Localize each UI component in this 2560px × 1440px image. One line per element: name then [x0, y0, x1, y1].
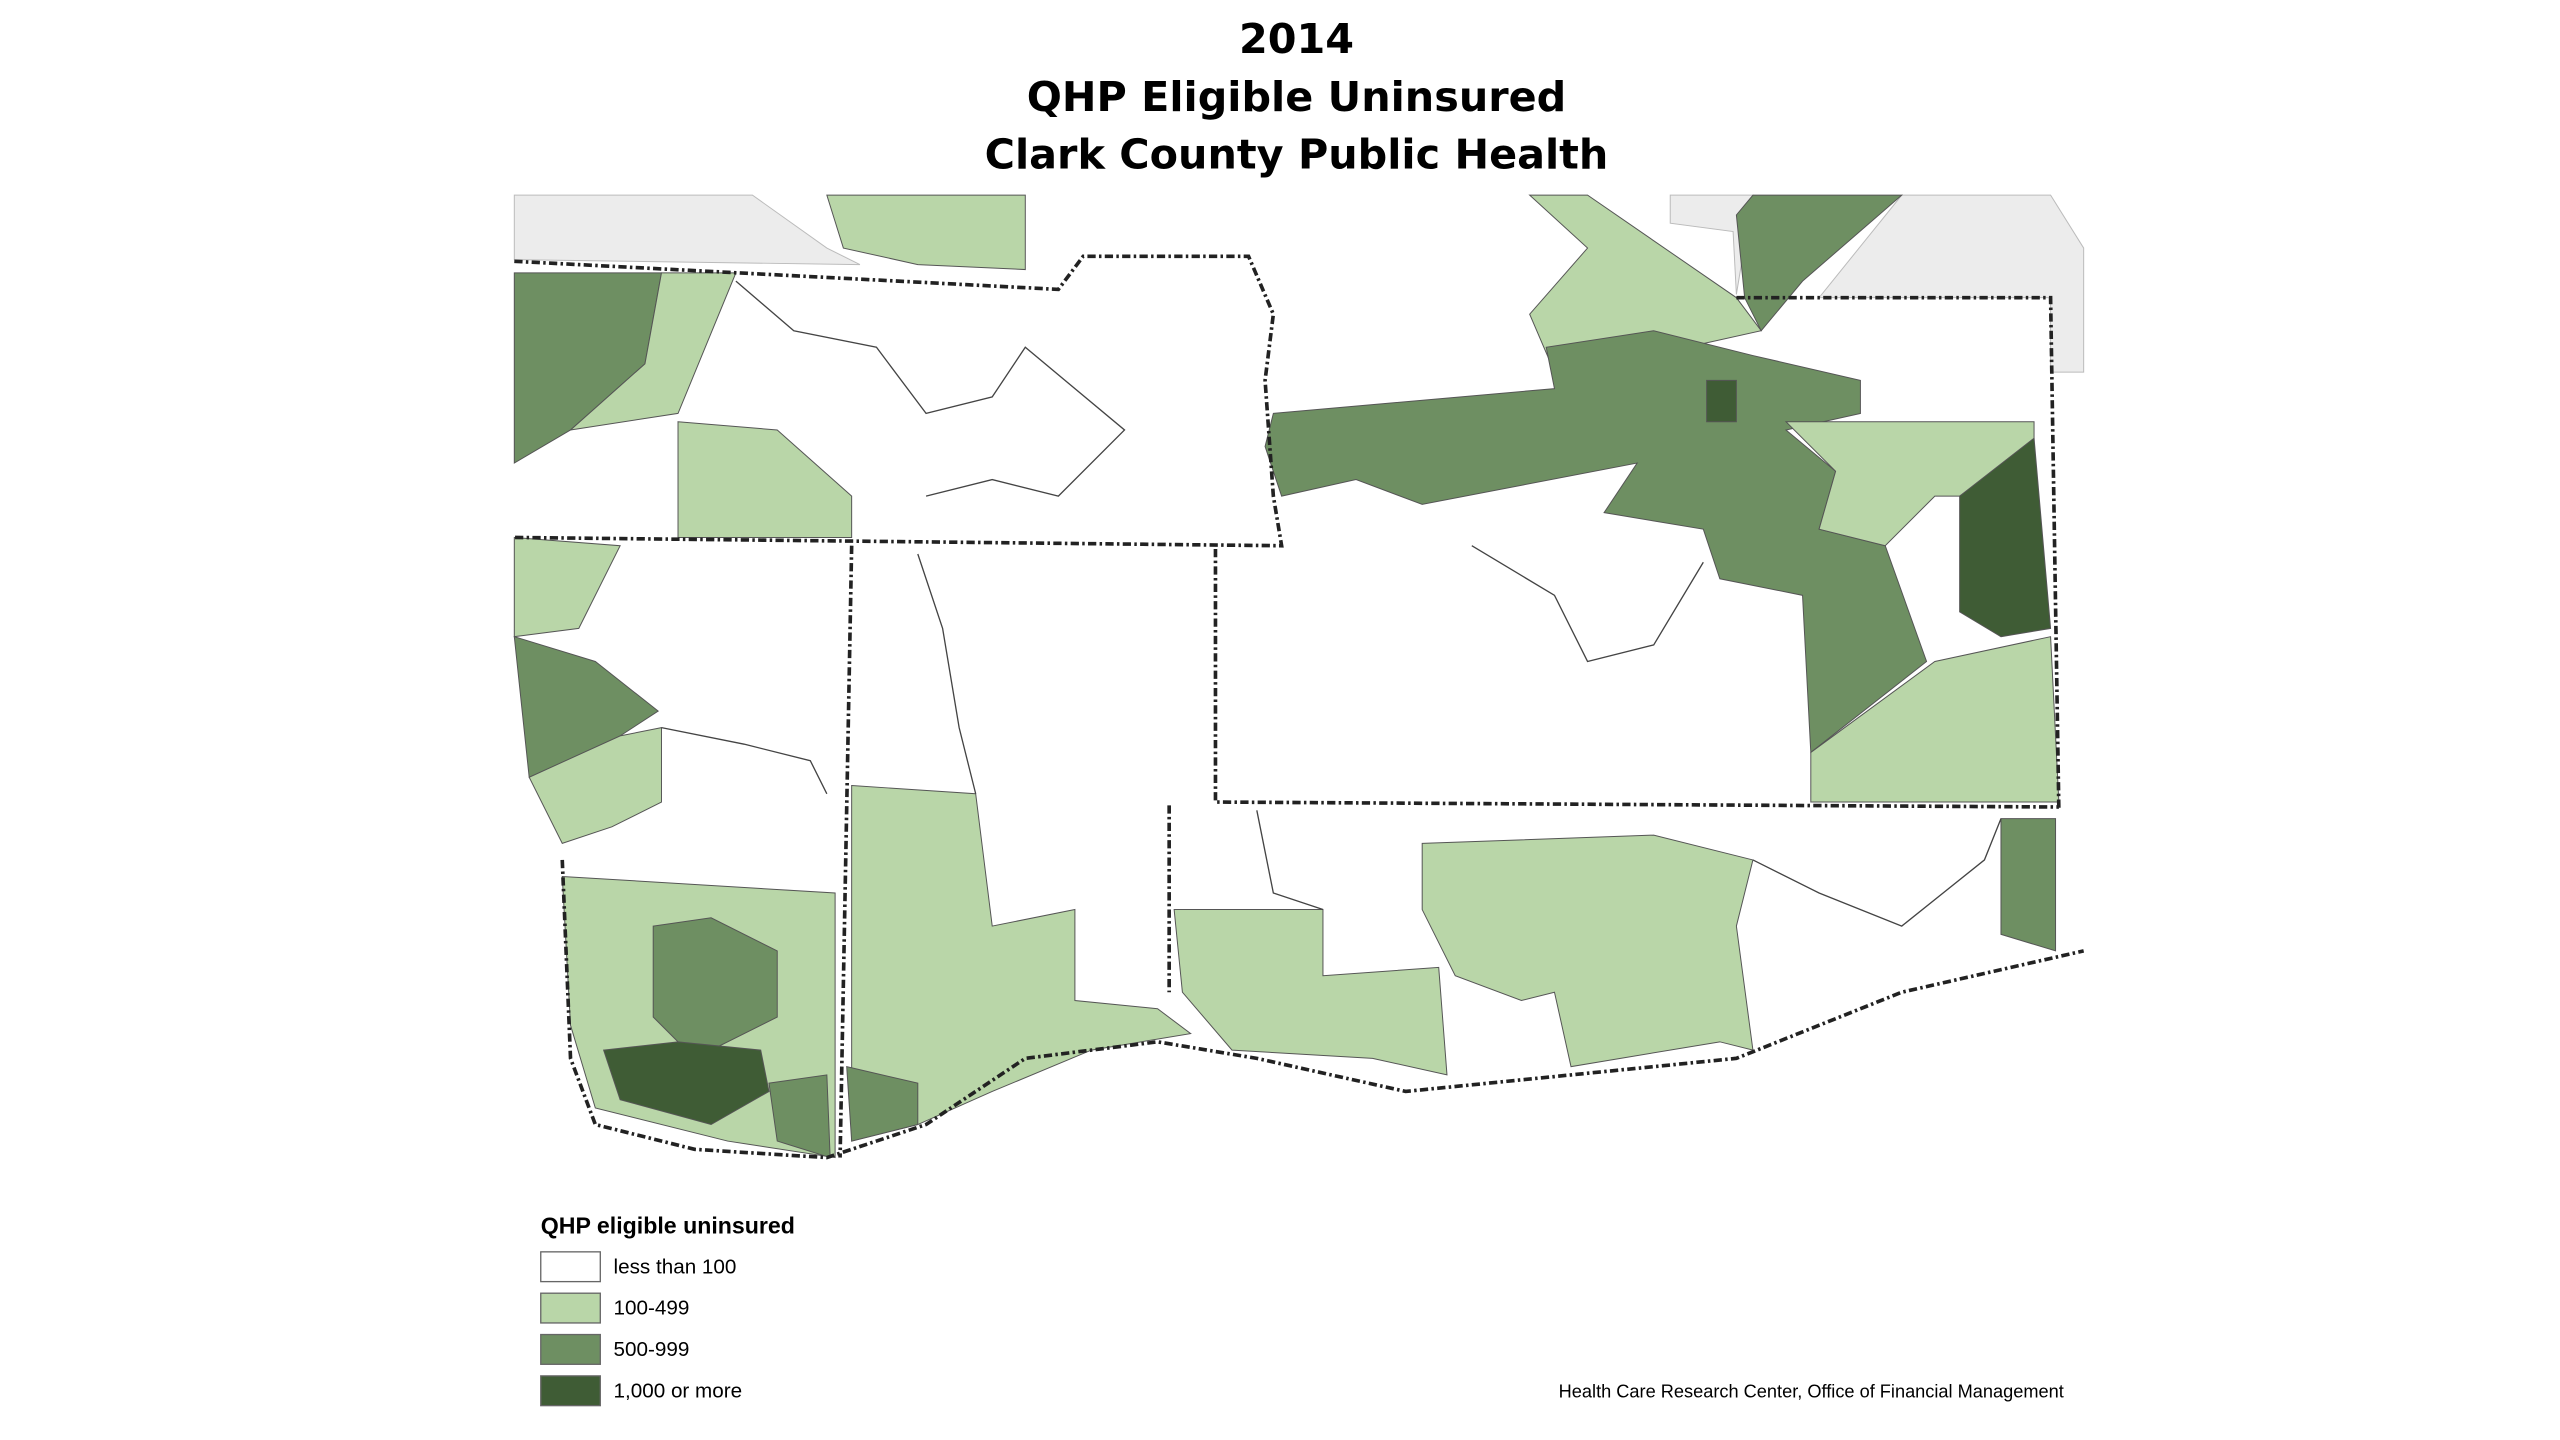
boundary [838, 545, 854, 1158]
region [1810, 636, 2060, 803]
legend-title: QHP eligible uninsured [541, 1213, 795, 1239]
map-content: 2014 QHP Eligible Uninsured Clark County… [513, 15, 2085, 1407]
title-agency: Clark County Public Health [985, 131, 1609, 179]
source: Health Care Research Center, Office of F… [1559, 1381, 2064, 1401]
region [826, 194, 1026, 271]
region [1706, 379, 1737, 423]
region [513, 536, 621, 638]
region [602, 1041, 770, 1126]
legend-swatch [540, 1375, 601, 1407]
region [528, 727, 662, 844]
road [661, 726, 828, 795]
road [917, 553, 977, 794]
region [1173, 909, 1448, 1076]
road [1256, 810, 1324, 911]
region [1784, 421, 2035, 547]
boundary [1736, 295, 2061, 811]
title-year: 2014 [1239, 15, 1354, 63]
legend-items: less than 100 100-499 500-999 1,000 or more [540, 1251, 743, 1407]
outside-area [1669, 194, 1754, 295]
region [1959, 437, 2052, 638]
outside-area [513, 194, 861, 266]
legend-label: 500-999 [614, 1338, 690, 1361]
region [1264, 330, 1928, 754]
road [1752, 818, 2002, 927]
boundary [514, 254, 1284, 548]
legend-swatch [540, 1292, 601, 1324]
legend-label: 1,000 or more [614, 1379, 743, 1402]
region [846, 1066, 919, 1142]
legend: QHP eligible uninsured less than 100 100-… [540, 1213, 795, 1407]
road [1471, 545, 1704, 663]
road [735, 280, 1126, 497]
title-subject: QHP Eligible Uninsured [1027, 73, 1566, 121]
legend-label: 100-499 [614, 1297, 690, 1320]
legend-swatch [540, 1333, 601, 1365]
region [1421, 834, 1754, 1068]
map [513, 194, 2085, 1166]
coastline [560, 859, 2085, 1160]
region [2000, 818, 2057, 952]
legend-label: less than 100 [614, 1255, 737, 1278]
region [677, 421, 853, 538]
legend-swatch [540, 1251, 601, 1283]
region [652, 917, 778, 1059]
